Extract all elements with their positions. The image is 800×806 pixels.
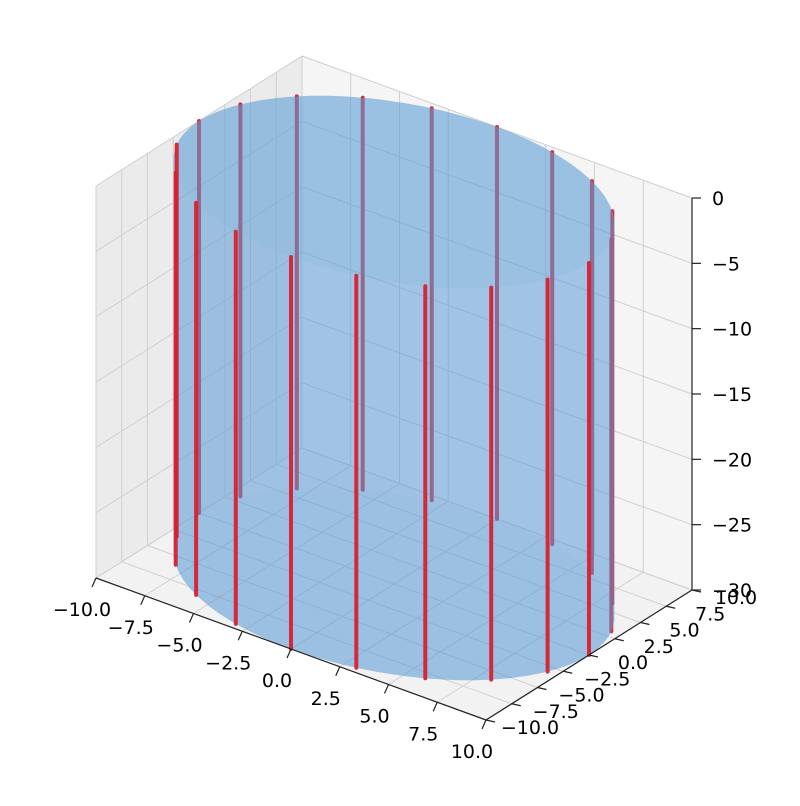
gridline-y-floor: [198, 512, 590, 656]
y-tick-label: 10.0: [715, 587, 757, 609]
z-tick-label: −25: [712, 515, 752, 537]
series-back-lines: [197, 94, 615, 634]
y-tick-label: −5.0: [558, 685, 604, 707]
y-tick: [511, 703, 521, 707]
y-tick-label: 5.0: [669, 620, 699, 642]
series-front-lines: [173, 142, 591, 682]
x-tick: [237, 631, 243, 641]
x-tick: [335, 666, 341, 676]
x-tick-label: 0.0: [262, 670, 292, 692]
x-tick: [188, 613, 195, 623]
x-tick-label: 5.0: [359, 706, 389, 728]
cylinder-surface: [173, 95, 615, 681]
x-tick-label: 2.5: [311, 688, 341, 710]
cylinder-bottom-cap: [173, 487, 615, 681]
y-tick: [485, 719, 496, 723]
x-tick-label: −2.5: [205, 652, 251, 674]
axis-lines: [91, 197, 702, 730]
gridline-y-floor: [276, 463, 667, 607]
z-tick-label: −10: [712, 319, 752, 341]
z-tick-label: −20: [712, 449, 752, 471]
y-tick-label: 0.0: [618, 652, 648, 674]
y-tick-label: 7.5: [695, 603, 725, 625]
x-tick-label: −7.5: [108, 617, 154, 639]
cylinder-back-wall: [173, 95, 615, 614]
y-tick: [563, 670, 573, 674]
z-tick-label: 0: [712, 188, 724, 210]
gridline-y-floor: [173, 528, 564, 672]
y-tick: [640, 621, 650, 626]
y-tick: [666, 605, 676, 609]
x-tick: [140, 595, 146, 605]
y-tick-label: −2.5: [584, 668, 630, 690]
gridline-y-floor: [121, 561, 512, 705]
x-tick-label: 7.5: [408, 723, 438, 745]
x-tick: [432, 702, 438, 712]
y-tick: [614, 638, 624, 642]
y-tick-label: −10.0: [501, 717, 559, 739]
x-tick: [91, 577, 97, 588]
z-tick-label: −15: [712, 384, 752, 406]
y-tick-label: −7.5: [533, 701, 579, 723]
x-tick: [481, 719, 487, 730]
cylinder-top-cap: [173, 95, 615, 289]
x-tick: [286, 648, 292, 659]
z-tick-label: −30: [712, 580, 752, 602]
x-tick-label: 10.0: [451, 741, 493, 763]
gridline-y-floor: [250, 480, 641, 623]
x-tick-label: −5.0: [156, 635, 202, 657]
cylinder-front-wall: [173, 163, 615, 681]
y-tick: [537, 686, 547, 691]
x-tick: [383, 684, 390, 694]
z-tick-label: −5: [712, 253, 740, 275]
y-tick: [588, 654, 599, 658]
tick-labels: −10.0−7.5−5.0−2.50.02.55.07.510.0−10.0−7…: [53, 188, 757, 763]
y-tick-label: 2.5: [644, 636, 674, 658]
x-tick-label: −10.0: [53, 599, 111, 621]
gridline-y-floor: [147, 545, 538, 688]
